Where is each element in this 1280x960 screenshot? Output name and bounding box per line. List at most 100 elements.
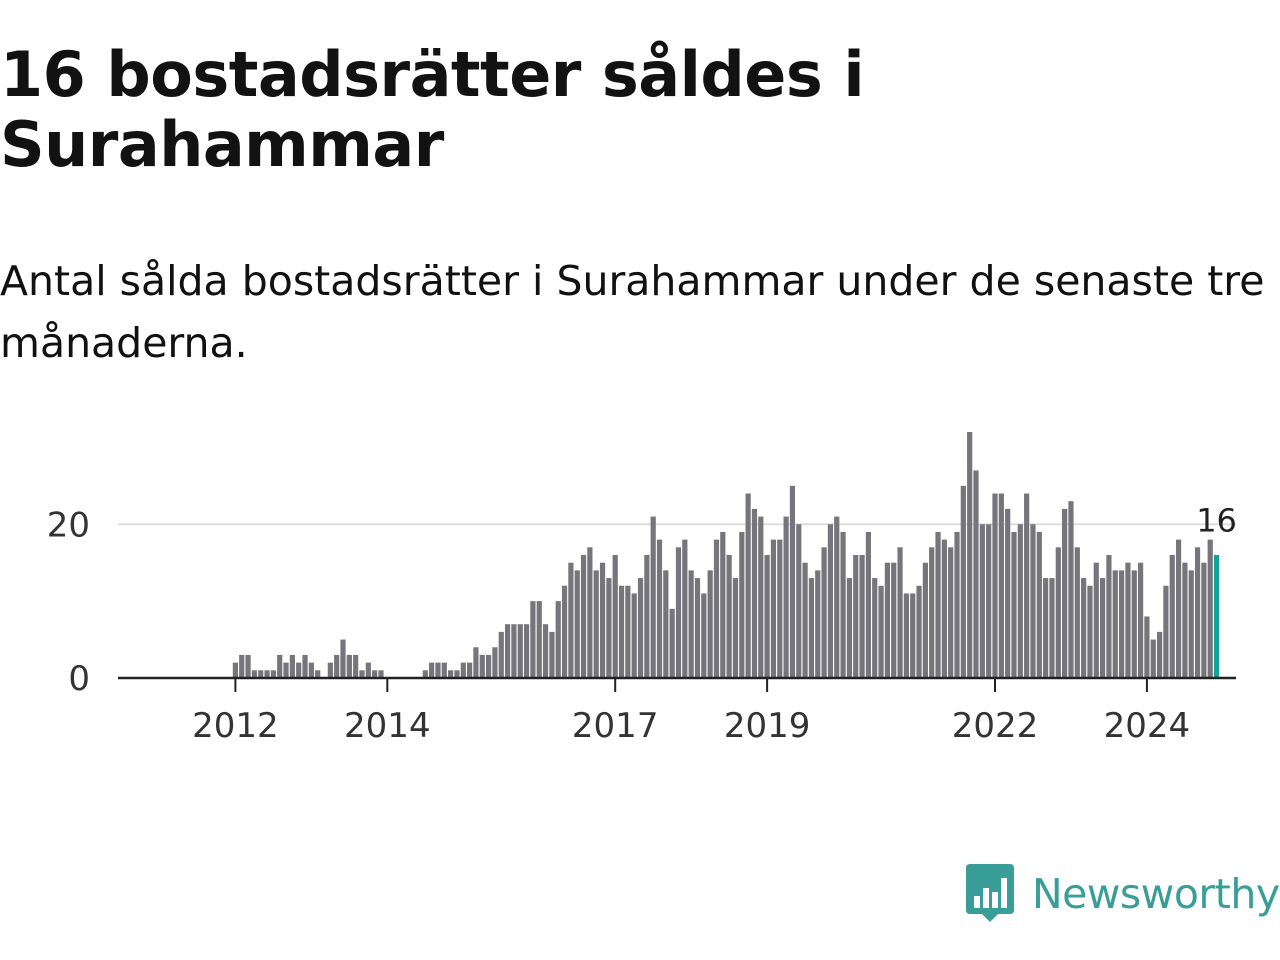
bar xyxy=(536,601,542,679)
bar xyxy=(1137,562,1144,678)
bar xyxy=(713,539,720,679)
bar xyxy=(523,624,530,678)
bar xyxy=(429,662,435,679)
bar xyxy=(1043,578,1049,678)
bar xyxy=(1081,578,1087,678)
bar xyxy=(302,654,308,678)
bar xyxy=(372,670,378,678)
bar xyxy=(353,654,359,678)
bar xyxy=(954,531,960,678)
bar xyxy=(973,470,979,678)
bar xyxy=(441,662,447,679)
bar xyxy=(669,608,675,678)
bar xyxy=(1036,531,1042,678)
bar xyxy=(656,539,663,679)
bar xyxy=(593,570,599,679)
bar xyxy=(1144,616,1150,678)
x-tick-label: 2019 xyxy=(724,706,811,746)
y-tick-label: 0 xyxy=(68,659,90,699)
x-tick-label: 2014 xyxy=(344,706,431,746)
bar xyxy=(1068,501,1074,678)
bar xyxy=(1175,539,1182,679)
chart-subtitle: Antal sålda bostadsrätter i Surahammar u… xyxy=(0,257,1265,367)
bar xyxy=(1125,562,1131,678)
bar xyxy=(726,555,732,678)
bar xyxy=(498,631,504,679)
bar xyxy=(815,570,821,679)
bar xyxy=(1156,631,1163,679)
bar xyxy=(891,562,897,678)
bar xyxy=(1188,570,1194,679)
bar xyxy=(739,531,745,678)
bar xyxy=(308,662,314,679)
bar xyxy=(808,578,815,678)
bar xyxy=(688,570,694,679)
bar xyxy=(504,624,511,678)
bar xyxy=(834,516,840,678)
bar xyxy=(770,539,777,679)
bar xyxy=(587,547,593,678)
bar xyxy=(960,485,966,678)
bar xyxy=(935,531,941,678)
y-tick-label: 20 xyxy=(47,505,90,545)
bar xyxy=(650,516,656,678)
bar xyxy=(1182,562,1188,678)
bar xyxy=(859,555,865,678)
bar xyxy=(903,593,909,678)
bar xyxy=(682,539,688,679)
bar xyxy=(1112,570,1118,679)
bar xyxy=(277,654,283,678)
bar xyxy=(612,555,618,678)
bar xyxy=(783,516,789,678)
bar xyxy=(1030,524,1036,678)
bar xyxy=(707,570,713,679)
bar xyxy=(555,601,561,679)
bar xyxy=(1106,555,1112,678)
bar xyxy=(289,654,295,678)
bar xyxy=(1163,585,1169,678)
bar xyxy=(789,485,796,678)
bar xyxy=(561,585,568,678)
bar xyxy=(872,578,878,678)
bar xyxy=(745,493,751,678)
bar xyxy=(1005,508,1011,679)
bar xyxy=(283,662,289,679)
bar xyxy=(486,654,492,678)
bar xyxy=(1074,547,1080,678)
bar xyxy=(631,593,637,678)
bar xyxy=(574,570,580,679)
bar xyxy=(606,578,612,678)
bar xyxy=(878,585,884,678)
bar xyxy=(929,547,935,678)
bar xyxy=(346,654,352,678)
bar xyxy=(1017,524,1023,678)
x-tick-label: 2012 xyxy=(192,706,279,746)
bar xyxy=(1055,547,1061,678)
bar xyxy=(327,662,333,679)
bar xyxy=(549,631,555,679)
bar xyxy=(334,654,340,678)
bar xyxy=(467,662,473,679)
bar xyxy=(916,585,922,678)
bar xyxy=(758,516,764,678)
x-tick-label: 2024 xyxy=(1104,706,1191,746)
latest-value-label: 16 xyxy=(1196,502,1237,540)
bar xyxy=(910,593,916,678)
bar xyxy=(732,578,739,678)
bar xyxy=(840,531,846,678)
brand-name: Newsworthy xyxy=(1032,870,1280,918)
bar xyxy=(967,432,973,678)
bar xyxy=(1093,562,1099,678)
bar xyxy=(365,662,371,679)
bar xyxy=(1169,555,1175,678)
brand-logo[interactable]: Newsworthy xyxy=(964,862,1280,926)
bar xyxy=(517,624,523,678)
bar xyxy=(448,670,454,678)
bar xyxy=(1087,585,1093,678)
bar xyxy=(454,670,460,678)
chart-title: 16 bostadsrätter såldes i Surahammar xyxy=(0,38,865,181)
bar-latest xyxy=(1213,555,1220,678)
newsworthy-logo-icon xyxy=(966,864,1014,922)
bar xyxy=(232,662,238,679)
bar xyxy=(897,547,903,678)
